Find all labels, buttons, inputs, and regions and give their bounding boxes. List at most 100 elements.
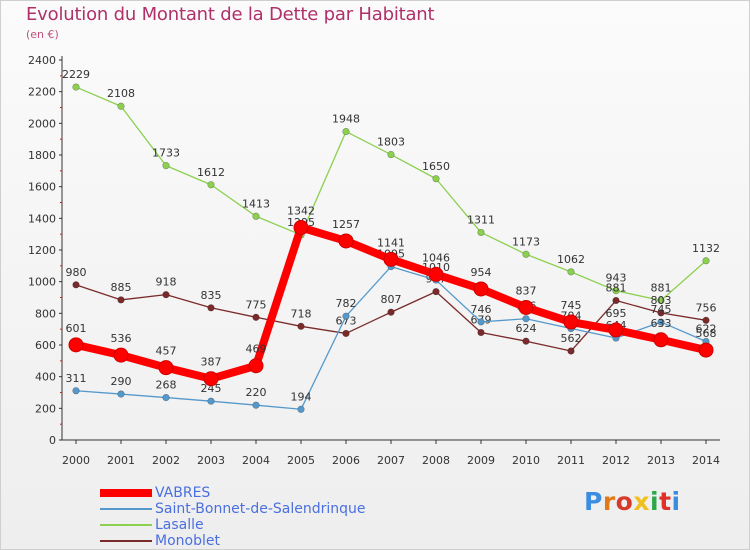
data-label: 2229 [62, 68, 90, 81]
data-label: 633 [651, 317, 672, 330]
data-label: 1342 [287, 205, 315, 218]
data-label: 746 [471, 303, 492, 316]
data-point [203, 371, 219, 387]
x-tick-label: 2008 [422, 454, 450, 467]
x-tick-label: 2012 [602, 454, 630, 467]
data-label: 290 [111, 375, 132, 388]
legend-swatch [100, 489, 152, 497]
data-label: 622 [696, 323, 717, 336]
data-point [657, 318, 665, 326]
x-tick-label: 2007 [377, 454, 405, 467]
data-point [113, 347, 129, 363]
data-point [432, 288, 440, 296]
chart-title: Evolution du Montant de la Dette par Hab… [26, 4, 435, 25]
data-label: 1650 [422, 160, 450, 173]
y-tick-label: 1000 [28, 276, 56, 289]
data-point [653, 332, 669, 348]
y-tick-label: 0 [49, 434, 56, 447]
x-tick-label: 2005 [287, 454, 315, 467]
x-tick-label: 2011 [557, 454, 585, 467]
data-point [522, 337, 530, 345]
data-label: 568 [696, 327, 717, 340]
data-point [522, 250, 530, 258]
data-point [72, 281, 80, 289]
y-tick-label: 800 [35, 307, 56, 320]
data-label: 268 [156, 379, 177, 392]
y-tick-label: 2200 [28, 86, 56, 99]
data-point [608, 322, 624, 338]
chart-unit-label: (en €) [26, 28, 59, 41]
data-point [702, 316, 710, 324]
data-point [702, 257, 710, 265]
data-point [698, 342, 714, 358]
data-label: 1062 [557, 253, 585, 266]
y-tick-label: 1200 [28, 244, 56, 257]
data-point [297, 405, 305, 413]
y-tick-label: 600 [35, 339, 56, 352]
legend-label: Lasalle [155, 517, 204, 533]
data-label: 745 [651, 303, 672, 316]
x-tick-label: 2002 [152, 454, 180, 467]
series-vabres: 601 536 457 387 469 1342 1257 1141 1046 954 837 745… [66, 205, 717, 387]
legend-swatch [100, 524, 152, 526]
y-tick-label: 200 [35, 402, 56, 415]
data-point [657, 296, 665, 305]
data-label: 782 [336, 297, 357, 310]
data-point [207, 304, 215, 312]
data-point [387, 150, 395, 159]
x-tick-label: 2013 [647, 454, 675, 467]
y-tick-label: 1800 [28, 149, 56, 162]
data-point [383, 251, 399, 267]
x-tick-label: 2004 [242, 454, 270, 467]
logo-letter: t [659, 487, 672, 516]
data-label: 881 [651, 282, 672, 295]
data-label: 943 [606, 272, 627, 285]
logo-letter: i [650, 487, 660, 516]
data-label: 2108 [107, 87, 135, 100]
data-point [158, 360, 174, 376]
data-label: 695 [606, 307, 627, 320]
data-point [563, 314, 579, 330]
data-point [612, 296, 620, 305]
data-label: 1257 [332, 218, 360, 231]
legend-label: Monoblet [155, 533, 220, 549]
x-tick-label: 2001 [107, 454, 135, 467]
data-label: 469 [246, 343, 267, 356]
data-point [342, 127, 350, 136]
legend-swatch [100, 540, 152, 542]
data-point [117, 390, 125, 398]
data-point [518, 299, 534, 315]
data-point [72, 387, 80, 395]
data-label: 311 [66, 372, 87, 385]
data-label: 673 [336, 314, 357, 327]
x-tick-label: 2003 [197, 454, 225, 467]
data-label: 745 [561, 299, 582, 312]
data-label: 387 [201, 356, 222, 369]
data-label: 1132 [692, 242, 720, 255]
data-label: 837 [516, 284, 537, 297]
x-tick-label: 2009 [467, 454, 495, 467]
data-label: 756 [696, 301, 717, 314]
data-label: 194 [291, 390, 312, 403]
data-point [248, 358, 264, 374]
series-lasalle: 2229210817331612141312951948180316501311… [62, 68, 720, 305]
data-point [162, 162, 170, 170]
data-label: 1948 [332, 113, 360, 126]
data-point [117, 296, 125, 304]
logo-letter: r [602, 487, 616, 516]
y-tick-label: 400 [35, 371, 56, 384]
data-label: 1612 [197, 166, 225, 179]
data-label: 1413 [242, 197, 270, 210]
data-label: 601 [66, 322, 87, 335]
logo-letter: P [584, 487, 603, 516]
data-label: 980 [66, 266, 87, 279]
legend-label: Saint-Bonnet-de-Salendrinque [155, 501, 366, 517]
data-point [432, 175, 440, 183]
data-label: 918 [156, 276, 177, 289]
data-label: 1803 [377, 136, 405, 149]
data-point [252, 212, 260, 220]
data-point [657, 309, 665, 317]
proxiti-logo: Proxiti [584, 487, 681, 516]
data-point [252, 313, 260, 321]
data-point [162, 393, 170, 402]
